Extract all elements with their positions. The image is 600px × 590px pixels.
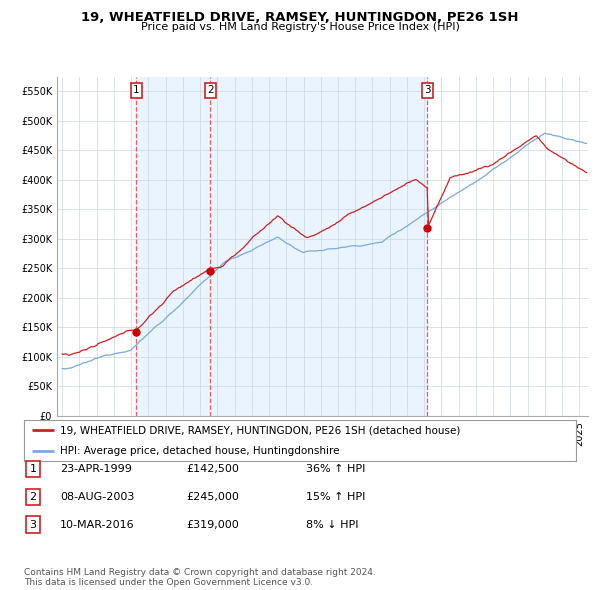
Text: 08-AUG-2003: 08-AUG-2003 xyxy=(60,492,134,502)
Text: 8% ↓ HPI: 8% ↓ HPI xyxy=(306,520,359,529)
Text: 36% ↑ HPI: 36% ↑ HPI xyxy=(306,464,365,474)
Bar xyxy=(136,77,427,416)
Text: 2: 2 xyxy=(29,492,37,502)
Text: £142,500: £142,500 xyxy=(186,464,239,474)
Text: 1: 1 xyxy=(133,85,140,95)
Text: 19, WHEATFIELD DRIVE, RAMSEY, HUNTINGDON, PE26 1SH (detached house): 19, WHEATFIELD DRIVE, RAMSEY, HUNTINGDON… xyxy=(60,425,460,435)
Text: £245,000: £245,000 xyxy=(186,492,239,502)
Text: £319,000: £319,000 xyxy=(186,520,239,529)
Text: 19, WHEATFIELD DRIVE, RAMSEY, HUNTINGDON, PE26 1SH: 19, WHEATFIELD DRIVE, RAMSEY, HUNTINGDON… xyxy=(81,11,519,24)
Text: 2: 2 xyxy=(207,85,214,95)
Text: 15% ↑ HPI: 15% ↑ HPI xyxy=(306,492,365,502)
Text: Price paid vs. HM Land Registry's House Price Index (HPI): Price paid vs. HM Land Registry's House … xyxy=(140,22,460,32)
Text: 1: 1 xyxy=(29,464,37,474)
Text: 10-MAR-2016: 10-MAR-2016 xyxy=(60,520,134,529)
Text: 23-APR-1999: 23-APR-1999 xyxy=(60,464,132,474)
Text: HPI: Average price, detached house, Huntingdonshire: HPI: Average price, detached house, Hunt… xyxy=(60,446,340,456)
Text: Contains HM Land Registry data © Crown copyright and database right 2024.
This d: Contains HM Land Registry data © Crown c… xyxy=(24,568,376,587)
Text: 3: 3 xyxy=(29,520,37,529)
Text: 3: 3 xyxy=(424,85,431,95)
